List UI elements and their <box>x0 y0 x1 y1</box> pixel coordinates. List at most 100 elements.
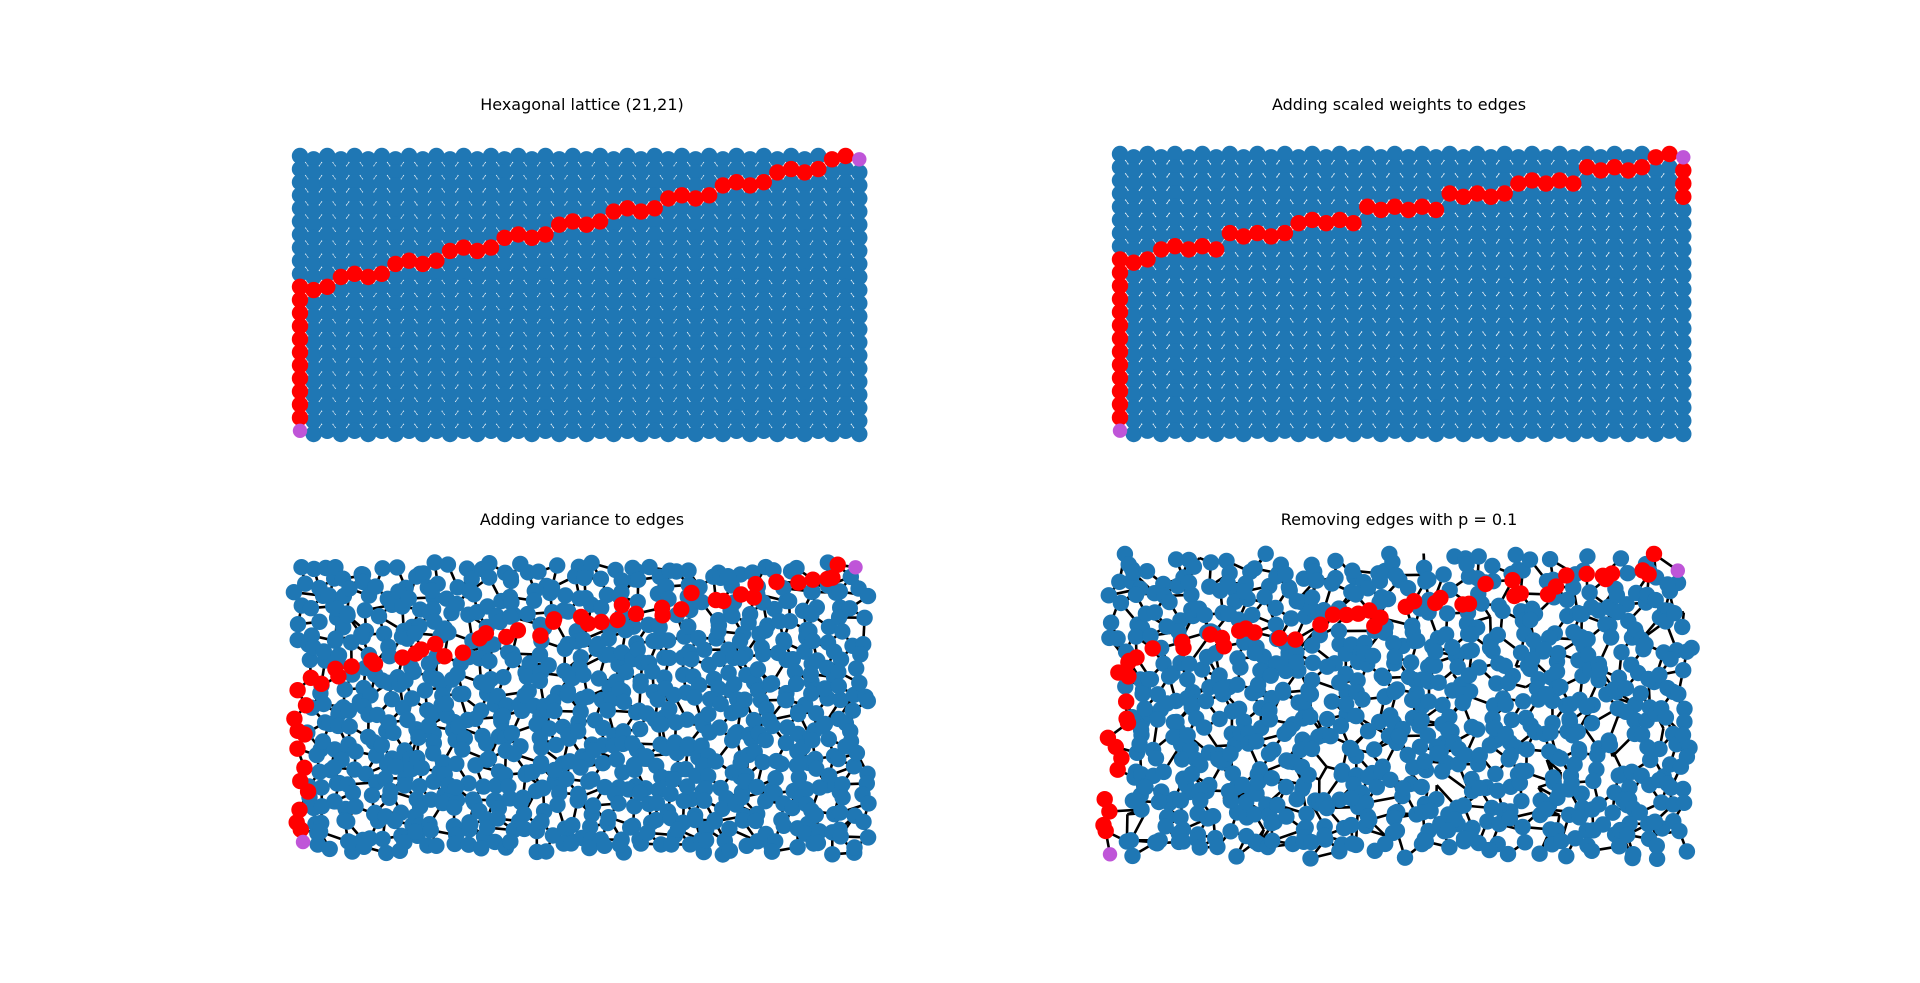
lattice-node <box>823 334 841 351</box>
lattice-node <box>1262 425 1280 443</box>
lattice-node <box>523 151 541 168</box>
lattice-node <box>482 160 500 178</box>
lattice-node <box>769 308 786 325</box>
lattice-node <box>591 317 609 335</box>
lattice-node <box>782 344 800 361</box>
lattice-node <box>400 226 418 243</box>
lattice-node <box>564 291 581 309</box>
lattice-node <box>605 216 622 233</box>
lattice-node <box>769 334 786 351</box>
lattice-node <box>523 334 541 351</box>
lattice-node <box>1249 422 1266 439</box>
lattice-node <box>373 383 390 400</box>
lattice-node <box>769 373 786 390</box>
lattice-node <box>523 347 541 364</box>
lattice-node <box>782 213 800 230</box>
lattice-node <box>1125 425 1142 443</box>
lattice-node <box>755 422 772 439</box>
lattice-node <box>619 383 636 400</box>
lattice-node <box>346 200 363 217</box>
lattice-node <box>1592 425 1610 443</box>
lattice-node <box>591 187 609 204</box>
lattice-node <box>373 331 390 348</box>
lattice-node <box>782 200 800 217</box>
lattice-node <box>387 268 404 286</box>
lattice-node <box>414 386 431 403</box>
lattice-node <box>769 203 786 220</box>
lattice-node <box>496 373 513 390</box>
lattice-node <box>701 239 718 256</box>
lattice-node <box>578 412 595 430</box>
lattice-node <box>837 331 854 348</box>
path-node <box>319 278 336 295</box>
lattice-node <box>823 295 841 312</box>
lattice-node <box>360 151 377 168</box>
source-node <box>292 423 308 438</box>
lattice-node <box>319 239 336 256</box>
lattice-node <box>782 304 800 322</box>
lattice-node <box>837 344 854 361</box>
lattice-node <box>632 255 650 273</box>
lattice-node <box>482 200 500 217</box>
lattice-node <box>823 386 841 403</box>
lattice-node <box>701 331 718 348</box>
lattice-node <box>660 308 677 325</box>
lattice-node <box>523 321 541 338</box>
lattice-node <box>564 357 581 374</box>
lattice-node <box>837 200 854 217</box>
lattice-node <box>346 396 363 413</box>
lattice-node <box>810 278 827 295</box>
lattice-node <box>319 304 336 322</box>
lattice-node <box>414 177 431 194</box>
lattice-node <box>400 291 418 309</box>
lattice-node <box>346 226 363 243</box>
lattice-node <box>591 226 609 243</box>
lattice-node <box>305 308 322 325</box>
lattice-node <box>469 425 486 443</box>
lattice-node <box>755 317 772 335</box>
lattice-node <box>387 177 404 194</box>
lattice-node <box>537 370 554 387</box>
lattice-node <box>291 226 309 243</box>
lattice-node <box>510 317 527 335</box>
lattice-node <box>619 357 636 374</box>
lattice-node <box>701 344 718 361</box>
path-node <box>687 190 704 207</box>
path-node <box>387 255 404 273</box>
lattice-node <box>714 164 732 181</box>
lattice-node <box>346 213 363 230</box>
lattice-node <box>755 226 772 243</box>
lattice-node <box>373 317 390 335</box>
path-node <box>291 357 309 374</box>
lattice-node <box>796 347 813 364</box>
lattice-node <box>823 281 841 299</box>
lattice-node <box>1221 422 1239 439</box>
lattice-node <box>810 239 827 256</box>
lattice-node <box>319 226 336 243</box>
lattice-node <box>537 160 554 178</box>
lattice-node <box>428 200 445 217</box>
lattice-node <box>1523 422 1541 439</box>
lattice-node <box>687 373 704 390</box>
lattice-node <box>387 347 404 364</box>
lattice-node <box>551 386 568 403</box>
lattice-node <box>1537 425 1555 443</box>
lattice-node <box>741 242 759 260</box>
lattice-node <box>441 281 459 299</box>
lattice-node <box>851 255 868 273</box>
lattice-node <box>769 242 786 260</box>
lattice-node <box>714 203 732 220</box>
path-node <box>373 265 390 282</box>
lattice-node <box>755 409 772 426</box>
lattice-node <box>387 399 404 417</box>
lattice-node <box>428 357 445 374</box>
lattice-node <box>319 147 336 165</box>
lattice-node <box>551 229 568 246</box>
path-node <box>1262 228 1280 245</box>
lattice-node <box>728 331 745 348</box>
lattice-node <box>823 373 841 390</box>
path-node <box>1551 172 1568 189</box>
lattice-node <box>510 174 527 191</box>
lattice-node <box>360 399 377 417</box>
lattice-node <box>823 360 841 377</box>
